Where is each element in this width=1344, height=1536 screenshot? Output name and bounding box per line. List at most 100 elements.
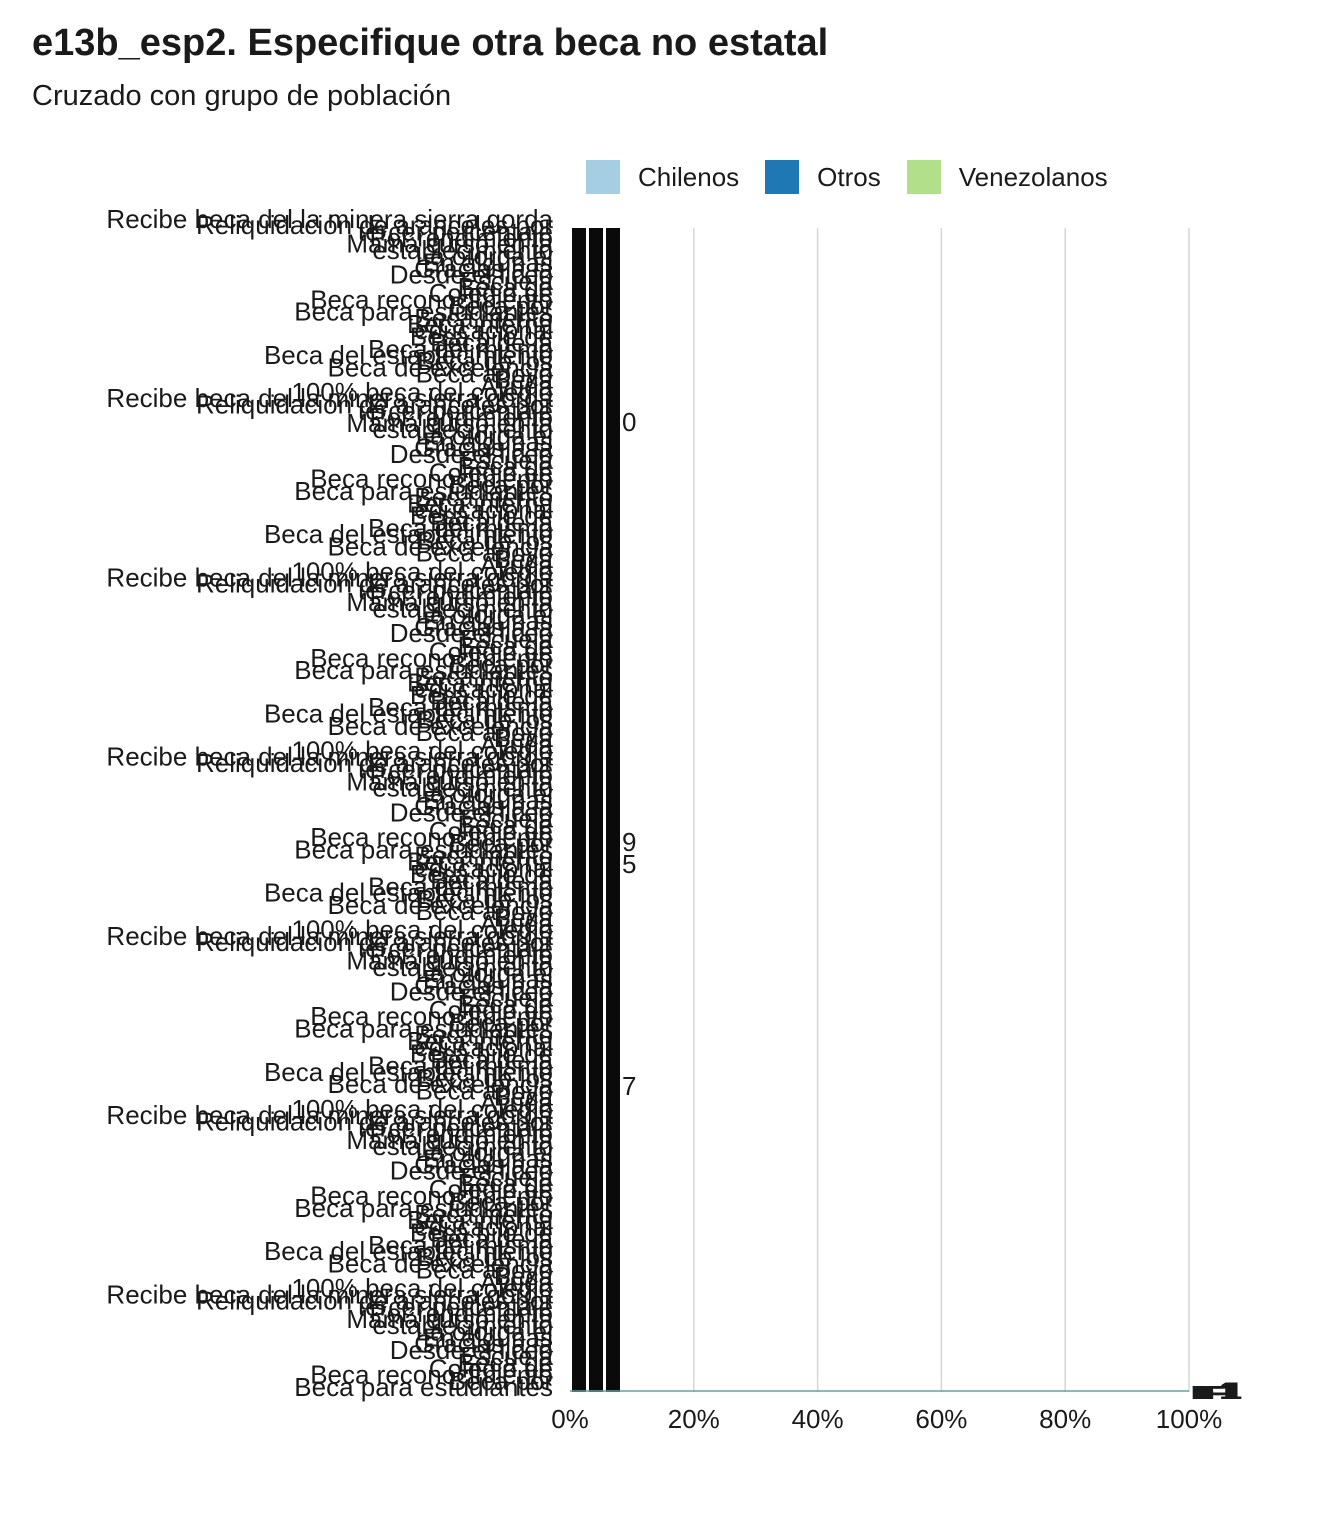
category-label: Beca de excelencia [328, 890, 554, 920]
category-label: Beca del mismo [368, 513, 553, 543]
category-label: Beca del mismo [368, 1230, 553, 1260]
category-label: Beca por [449, 1007, 553, 1037]
category-label: Beca apoyo [416, 717, 553, 747]
category-label: Beca para estudiantes [294, 476, 553, 506]
category-label: Beca de la [430, 507, 553, 537]
x-tick-label: 80% [1039, 1404, 1091, 1434]
category-label: Beca del mismo [368, 871, 553, 901]
category-label: Gracias a la [414, 791, 553, 821]
category-label: 100% beca del colegio [291, 915, 553, 945]
category-label: La otorga el [416, 958, 553, 988]
legend-item-venezolanos: Venezolanos [906, 160, 1108, 194]
category-label: Desde el liceo [390, 1156, 553, 1186]
category-label: Beca interna [407, 309, 554, 339]
category-label: Reliquidación de aranceles por [196, 210, 553, 240]
category-label: Beca [494, 1261, 554, 1291]
category-label: Beca de los [417, 525, 553, 555]
category-label: 100% beca del colegio [291, 735, 553, 765]
category-label: Desde el liceo [390, 618, 553, 648]
category-label: Beca del establecimiento [264, 1057, 553, 1087]
category-label: Beca [494, 902, 554, 932]
legend-item-otros: Otros [765, 160, 881, 194]
category-label: establecimiento [372, 593, 553, 623]
category-label: Colegio de [429, 816, 553, 846]
category-label: Beca hijo de [410, 1218, 553, 1248]
category-label: tercer porcentaje [358, 396, 553, 426]
category-label: Beca mérito [414, 841, 553, 871]
category-label: La otorga el [416, 779, 553, 809]
category-label: Ayuda [480, 550, 554, 580]
category-label: Recibe beca del la minera sierra gorda [106, 1279, 553, 1309]
category-label: En algunas [423, 426, 553, 456]
category-label: Beca reconocimiento [310, 1001, 553, 1031]
category-label: tercer porcentaje [358, 1112, 553, 1142]
category-label: Beca del establecimiento [264, 340, 553, 370]
category-label: Beca del establecimiento [264, 519, 553, 549]
category-label: La otorga el [416, 600, 553, 630]
category-label: Colegio de [429, 1174, 553, 1204]
category-label: Por rendimiento [369, 1298, 553, 1328]
bar-segment [572, 228, 586, 1392]
category-label: Beca interna [407, 1205, 554, 1235]
category-label: tercer porcentaje [358, 216, 553, 246]
category-label: Beca reconocimiento [310, 1180, 553, 1210]
category-label: La otorga el [416, 241, 553, 271]
category-label: Beca de [458, 451, 553, 481]
category-label: Reliquidación de aranceles por [196, 1106, 553, 1136]
category-label: Recibe beca del la minera sierra gorda [106, 562, 553, 592]
chart-subtitle: Cruzado con grupo de población [32, 80, 452, 112]
category-label: 100% beca del colegio [291, 1094, 553, 1124]
category-label: Beca de los [417, 346, 553, 376]
category-label: Beca apoyo [416, 896, 553, 926]
category-label: En algunas [423, 1143, 553, 1173]
category-label: Mamá cursó en la [346, 766, 553, 796]
category-label: Beca del establecimiento [264, 1236, 553, 1266]
category-label: Beca de los [417, 1242, 553, 1272]
category-label: educacional [414, 853, 553, 883]
category-label: Beca [494, 723, 554, 753]
category-label: Beca interna [407, 667, 554, 697]
category-label: Colegio de [429, 457, 553, 487]
bar-segment [606, 228, 620, 1392]
category-label: La otorga el [416, 420, 553, 450]
category-label: Beca para estudiantes [294, 655, 553, 685]
category-label: Beca por [449, 649, 553, 679]
category-label: Beca de [458, 272, 553, 302]
category-label: Beca reconocimiento [310, 464, 553, 494]
category-label: Ayuda [480, 371, 554, 401]
category-label: Beca interna [407, 1026, 554, 1056]
category-label: Beca del mismo [368, 334, 553, 364]
n-count-label: n=1 [1200, 1378, 1242, 1405]
n-count-label: n=1 [1191, 1378, 1233, 1405]
category-label: Beca apoyo [416, 1075, 553, 1105]
category-label: tercer porcentaje [358, 1292, 553, 1322]
category-label: Beca del mismo [368, 692, 553, 722]
category-label: Ayuda [480, 1267, 554, 1297]
category-label: Beca para estudiantes [294, 1193, 553, 1223]
category-label: Beca apoyo [416, 358, 553, 388]
category-label: Escuela [461, 266, 554, 296]
category-label: Escuela [461, 624, 554, 654]
category-label: Por rendimiento [369, 1119, 553, 1149]
legend-label-venezolanos: Venezolanos [958, 161, 1108, 192]
category-label: Beca hijo de [410, 321, 553, 351]
category-label: Ayuda [480, 1088, 554, 1118]
n-count-label: n=1 [1197, 1378, 1239, 1405]
category-label: Gracias a la [414, 1150, 553, 1180]
category-label: tercer porcentaje [358, 575, 553, 605]
chart-title: e13b_esp2. Especifique otra beca no esta… [32, 22, 829, 64]
category-label: Mamá cursó en la [346, 946, 553, 976]
category-label: educacional [414, 494, 553, 524]
category-label: Beca del mismo [368, 1051, 553, 1081]
category-label: Desde el liceo [390, 1335, 553, 1365]
category-label: Beca de excelencia [328, 711, 554, 741]
category-label: Beca de la [430, 1044, 553, 1074]
category-label: Beca reconocimiento [310, 284, 553, 314]
x-tick-label: 20% [668, 1404, 720, 1434]
category-label: Colegio de [429, 637, 553, 667]
category-label: Colegio de [429, 995, 553, 1025]
category-label: Reliquidación de aranceles por [196, 389, 553, 419]
category-label: Por rendimiento [369, 939, 553, 969]
category-label: Beca apoyo [416, 1255, 553, 1285]
category-label: Beca por [449, 828, 553, 858]
